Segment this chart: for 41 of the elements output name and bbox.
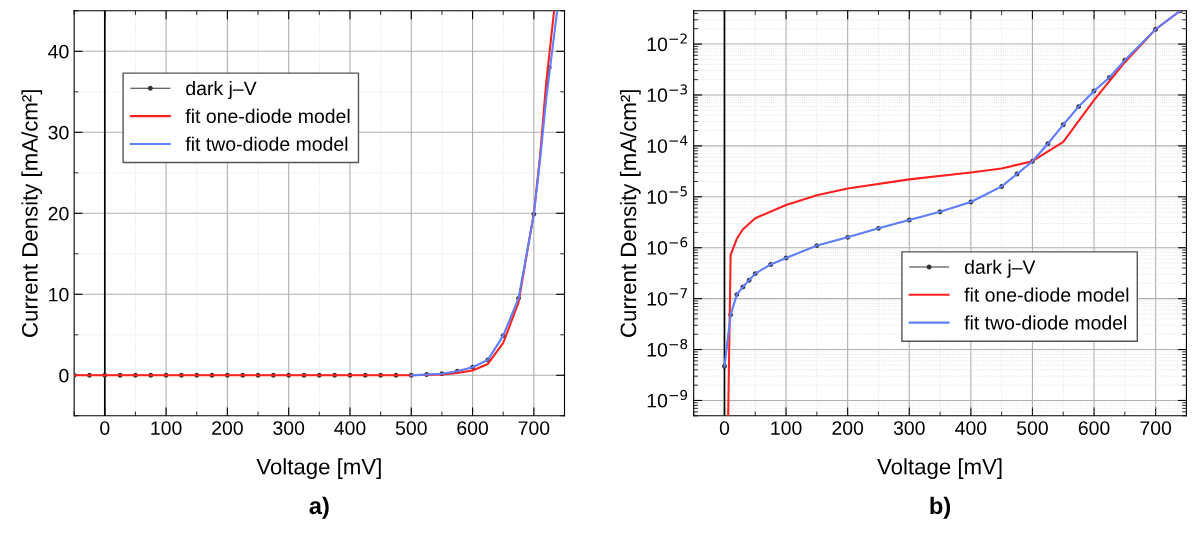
legend-label: fit one-diode model [964,287,1129,302]
x-tick-label: 600 [457,421,489,435]
y-tick-label: 10$^{−7}$ [647,288,687,306]
legend-label: dark j–V [964,259,1036,278]
y-tick-label: 0 [59,368,69,383]
text: a) [309,496,329,519]
x-tick-label: 600 [1078,421,1110,435]
x-tick-label: 200 [832,421,864,435]
legend-label: dark j–V [186,80,257,100]
y-tick-label: 10$^{−4}$ [647,135,688,153]
x-tick-label: 400 [955,421,987,435]
y-tick-label: 40 [48,44,69,59]
y-tick-label: 10$^{−6}$ [647,237,688,255]
x-tick-label: 100 [151,421,182,435]
y-tick-label: 10$^{−8}$ [647,338,688,357]
y-axis-title: Current Density [mA/cm²] [21,90,43,337]
y-tick-label: 20 [48,206,69,221]
y-tick-label: 10$^{−2}$ [647,33,687,52]
x-tick-label: 300 [893,421,925,435]
x-tick-label: 700 [518,421,550,435]
x-axis-title: Voltage [mV] [256,458,381,479]
legend-label: fit one-diode model [185,108,350,124]
y-tick-label: 10$^{−3}$ [647,84,688,103]
legend-label: fit two-diode model [964,315,1127,330]
x-tick-label: 300 [273,421,305,435]
y-tick-label: 10$^{−5}$ [647,186,687,204]
y-axis-title: Current Density [mA/cm²] [619,90,641,337]
x-tick-label: 0 [100,421,110,435]
legend-label: fit two-diode model [185,136,348,151]
x-tick-label: 500 [395,421,427,435]
x-tick-label: 400 [334,421,366,435]
x-tick-label: 100 [771,421,802,435]
x-tick-label: 700 [1140,421,1172,435]
y-tick-label: 10$^{−9}$ [647,389,688,408]
y-tick-label: 30 [48,125,69,140]
x-tick-label: 0 [719,421,730,435]
x-axis-title: Voltage [mV] [877,458,1002,479]
x-tick-label: 500 [1017,421,1048,435]
text: b) [930,496,951,519]
x-tick-label: 200 [212,421,243,435]
y-tick-label: 10 [49,287,69,302]
